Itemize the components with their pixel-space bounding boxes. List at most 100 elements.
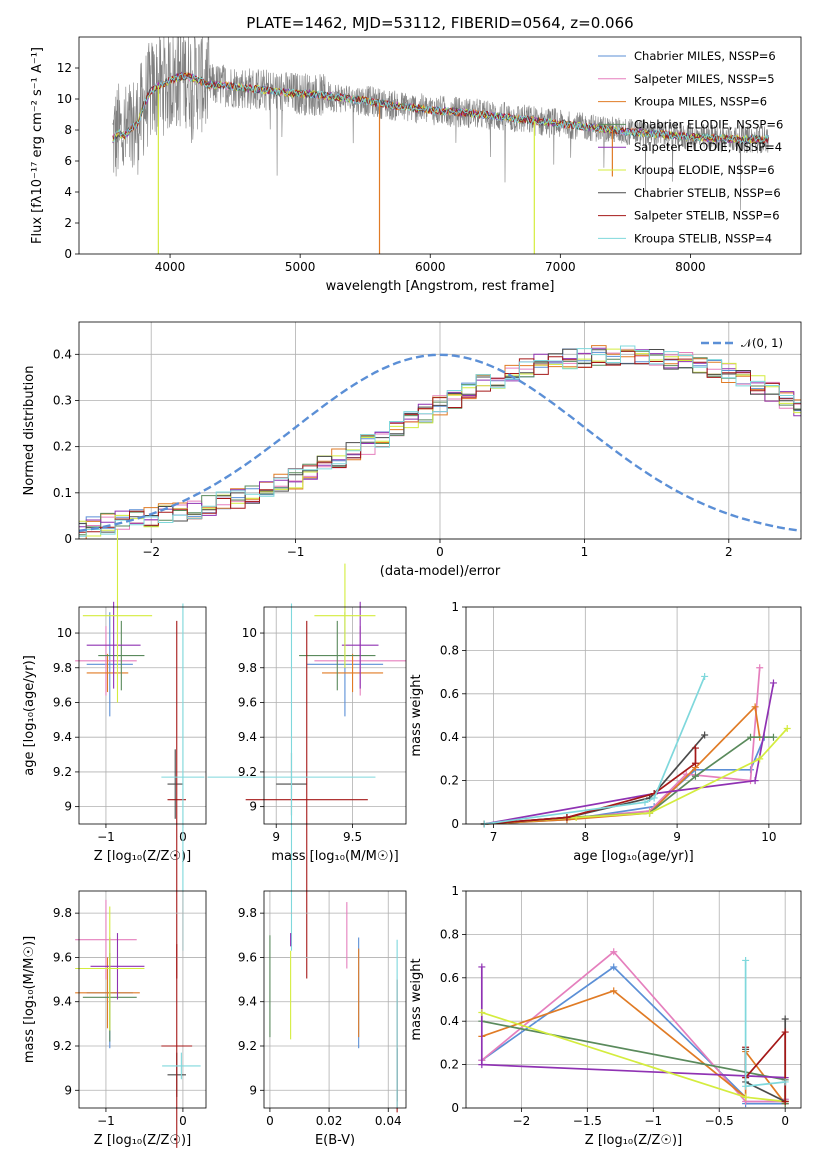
y-tick-label: 9.8	[238, 661, 257, 675]
mass-weight-marker	[751, 777, 759, 785]
errorbar-point	[161, 944, 193, 1148]
y-tick-label: 9	[249, 800, 257, 814]
axes-6: −1 0 9 9.2 9.4 9.6 9.8 Z [log₁₀(Z/Z☉)] mass [log…	[22, 890, 207, 1148]
x-tick-label: 9.5	[343, 830, 362, 844]
mass-weight-marker	[478, 1009, 486, 1017]
legend-label: Kroupa ELODIE, NSSP=6	[634, 163, 775, 177]
errorbar-point	[75, 626, 137, 696]
errorbar-point	[75, 899, 137, 980]
y-tick-label: 9	[64, 800, 72, 814]
mass-weight-marker	[742, 1093, 750, 1101]
legend-label: Kroupa STELIB, NSSP=4	[634, 231, 772, 245]
x-tick-label: 6000	[415, 260, 446, 274]
axes-frame	[465, 890, 802, 1109]
mass-weight-marker	[701, 672, 709, 680]
x-tick-label: 4000	[155, 260, 186, 274]
mass-weight-marker	[781, 1028, 789, 1036]
y-tick-label: 9.4	[53, 995, 72, 1009]
x-tick-label: 0	[266, 1114, 274, 1128]
y-tick-label: 10	[242, 626, 257, 640]
y-tick-label: 1	[451, 600, 459, 614]
legend-label: 𝒩(0, 1)	[741, 336, 783, 350]
axes-1: 4000 5000 6000 7000 8000 0 2 4 6 8 10 12 wavelength …	[30, 36, 802, 294]
axes-frame	[78, 890, 207, 1109]
x-tick-label: −2	[142, 545, 160, 559]
y-tick-label: 12	[57, 61, 72, 75]
errorbar-point	[86, 653, 129, 693]
y-tick-label: 4	[64, 185, 72, 199]
errorbar-point	[314, 563, 376, 668]
mass-weight-line	[484, 676, 706, 825]
errorbar-point	[75, 957, 140, 1029]
x-tick-label: 9	[272, 830, 280, 844]
axes-frame	[78, 36, 802, 255]
x-axis-label: Z [log₁₀(Z/Z☉)]	[585, 1133, 682, 1148]
legend-label: Salpeter MILES, NSSP=5	[634, 72, 775, 86]
axes-frame	[263, 890, 407, 1109]
y-axis-label: Normed distribution	[22, 366, 37, 496]
y-axis-label: mass weight	[409, 958, 424, 1040]
x-axis-label: wavelength [Angstrom, rest frame]	[326, 279, 555, 294]
mass-weight-line	[481, 989, 786, 1105]
figure-title: PLATE=1462, MJD=53112, FIBERID=0564, z=0…	[246, 14, 633, 32]
plot-area	[75, 899, 201, 1148]
y-tick-label: 1	[451, 884, 459, 898]
axes-8: −2 −1.5 −1 −0.5 0 0 0.2 0.4 0.6 0.8 1 Z [log₁₀(Z/Z☉…	[409, 884, 802, 1148]
y-tick-label: 9.6	[53, 950, 72, 964]
mass-weight-marker	[781, 1097, 789, 1105]
histogram-step	[79, 345, 801, 537]
x-tick-label: 0.02	[316, 1114, 343, 1128]
axes-frame	[465, 606, 802, 825]
histogram-step	[79, 350, 801, 533]
mass-weight-marker	[781, 1078, 789, 1086]
mass-weight-line	[744, 960, 786, 1088]
mass-weight-marker	[646, 809, 654, 817]
x-tick-label: 8000	[675, 260, 706, 274]
errorbar-point	[86, 601, 141, 689]
errorbar-point	[86, 612, 133, 717]
x-tick-label: −1	[97, 830, 115, 844]
x-tick-label: −1	[644, 1114, 662, 1128]
mass-weight-marker	[751, 703, 759, 711]
x-axis-label: E(B-V)	[315, 1133, 355, 1148]
y-tick-label: 9.2	[53, 765, 72, 779]
y-tick-label: 9.2	[238, 765, 257, 779]
mass-weight-marker	[747, 733, 755, 741]
mass-weight-marker	[742, 1082, 750, 1090]
y-tick-label: 9.2	[238, 1039, 257, 1053]
x-tick-label: −0.5	[705, 1114, 734, 1128]
y-axis-label: Flux [fλ10⁻¹⁷ erg cm⁻² s⁻¹ A⁻¹]	[30, 47, 45, 244]
y-tick-label: 0.2	[53, 440, 72, 454]
legend-label: Chabrier STELIB, NSSP=6	[634, 186, 781, 200]
x-tick-label: 2	[725, 545, 733, 559]
legend-label: Salpeter ELODIE, NSSP=4	[634, 140, 782, 154]
y-tick-label: 9.4	[238, 995, 257, 1009]
y-tick-label: 0.1	[53, 486, 72, 500]
x-axis-label: Z [log₁₀(Z/Z☉)]	[94, 849, 191, 864]
plot-area	[480, 664, 791, 828]
y-tick-label: 0	[64, 532, 72, 546]
mass-weight-marker	[756, 755, 764, 763]
axes-frame	[78, 321, 802, 540]
y-tick-label: 10	[57, 626, 72, 640]
mass-weight-marker	[478, 1061, 486, 1069]
x-tick-label: 8	[581, 830, 589, 844]
y-tick-label: 0.8	[440, 643, 459, 657]
y-tick-label: 0	[451, 817, 459, 831]
y-tick-label: 9.6	[238, 950, 257, 964]
y-tick-label: 9	[64, 1083, 72, 1097]
x-tick-label: 0	[781, 1114, 789, 1128]
y-tick-label: 0.3	[53, 393, 72, 407]
errorbar-point	[75, 906, 145, 1031]
x-tick-label: −2	[513, 1114, 531, 1128]
mass-weight-marker	[691, 772, 699, 780]
axes-frame	[263, 606, 407, 825]
y-tick-label: 6	[64, 154, 72, 168]
plot-area	[478, 948, 789, 1108]
legend-label: Salpeter STELIB, NSSP=6	[634, 209, 780, 223]
y-axis-label: age [log₁₀(age/yr)]	[22, 655, 37, 776]
x-tick-label: 7	[490, 830, 498, 844]
plot-area	[112, 37, 769, 254]
legend-label: Kroupa MILES, NSSP=6	[634, 95, 767, 109]
x-tick-label: 7000	[545, 260, 576, 274]
